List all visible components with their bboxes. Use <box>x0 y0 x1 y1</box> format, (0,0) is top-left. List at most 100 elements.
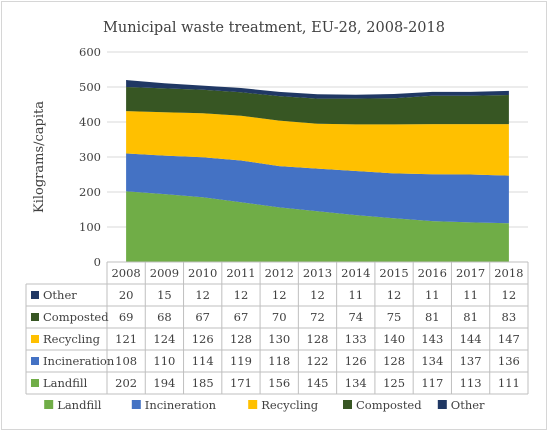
x-tick-label: 2018 <box>494 266 523 280</box>
data-label: 171 <box>230 376 252 390</box>
data-label: 122 <box>307 354 329 368</box>
data-label: 72 <box>310 310 325 324</box>
legend-key <box>44 400 54 409</box>
data-label: 128 <box>230 332 252 346</box>
y-tick-label: 200 <box>79 185 101 199</box>
data-label: 67 <box>234 310 249 324</box>
legend-label: Recycling <box>261 398 319 412</box>
data-label: 126 <box>345 354 367 368</box>
area-incineration <box>126 153 509 224</box>
data-label: 74 <box>348 310 363 324</box>
table-legend-key <box>31 291 39 299</box>
area-other <box>126 80 509 99</box>
table-row-label: Recycling <box>43 332 101 346</box>
x-tick-label: 2010 <box>188 266 217 280</box>
legend-label: Other <box>451 398 485 412</box>
data-label: 111 <box>498 376 520 390</box>
table-legend-key <box>31 335 39 343</box>
data-label: 140 <box>383 332 405 346</box>
data-label: 144 <box>460 332 482 346</box>
data-label: 114 <box>192 354 214 368</box>
x-tick-label: 2012 <box>265 266 294 280</box>
data-label: 145 <box>307 376 329 390</box>
data-label: 12 <box>310 288 325 302</box>
legend-label: Landfill <box>57 398 102 412</box>
data-label: 194 <box>153 376 175 390</box>
x-tick-label: 2016 <box>418 266 447 280</box>
data-label: 11 <box>463 288 478 302</box>
y-axis-title: Kilograms/capita <box>32 101 47 213</box>
legend-key <box>343 400 352 409</box>
data-label: 137 <box>460 354 482 368</box>
area-composted <box>126 87 509 125</box>
table-row-label: Landfill <box>43 376 88 390</box>
legend-label: Composted <box>356 398 422 412</box>
data-label: 128 <box>307 332 329 346</box>
data-label: 75 <box>387 310 402 324</box>
data-label: 68 <box>157 310 172 324</box>
data-label: 15 <box>157 288 172 302</box>
data-label: 117 <box>421 376 443 390</box>
x-tick-label: 2015 <box>379 266 408 280</box>
data-label: 156 <box>268 376 290 390</box>
data-label: 134 <box>421 354 443 368</box>
legend-key <box>437 400 447 409</box>
data-label: 12 <box>234 288 249 302</box>
x-tick-label: 2017 <box>456 266 485 280</box>
data-label: 108 <box>115 354 137 368</box>
y-tick-label: 300 <box>79 150 101 164</box>
data-label: 81 <box>425 310 440 324</box>
data-label: 11 <box>425 288 440 302</box>
data-label: 126 <box>192 332 214 346</box>
data-label: 69 <box>119 310 134 324</box>
data-label: 20 <box>119 288 134 302</box>
data-label: 118 <box>268 354 290 368</box>
data-label: 143 <box>421 332 443 346</box>
data-label: 12 <box>502 288 517 302</box>
data-label: 124 <box>153 332 175 346</box>
table-legend-key <box>31 357 39 365</box>
data-label: 130 <box>268 332 290 346</box>
x-tick-label: 2013 <box>303 266 332 280</box>
data-label: 185 <box>192 376 214 390</box>
data-label: 81 <box>463 310 478 324</box>
y-tick-label: 0 <box>94 255 101 269</box>
data-label: 125 <box>383 376 405 390</box>
data-label: 147 <box>498 332 520 346</box>
y-tick-label: 400 <box>79 115 101 129</box>
y-tick-label: 600 <box>79 45 101 59</box>
area-recycling <box>126 111 509 176</box>
data-label: 136 <box>498 354 520 368</box>
x-tick-label: 2008 <box>111 266 140 280</box>
data-label: 134 <box>345 376 367 390</box>
data-label: 110 <box>153 354 175 368</box>
area-landfill <box>126 191 509 262</box>
x-tick-label: 2009 <box>150 266 179 280</box>
data-label: 121 <box>115 332 137 346</box>
x-tick-label: 2011 <box>226 266 255 280</box>
table-row-label: Composted <box>43 310 109 324</box>
data-label: 202 <box>115 376 137 390</box>
y-tick-label: 100 <box>79 220 101 234</box>
data-label: 113 <box>460 376 482 390</box>
table-legend-key <box>31 379 39 387</box>
table-legend-key <box>31 313 39 321</box>
x-tick-label: 2014 <box>341 266 370 280</box>
y-tick-label: 500 <box>79 80 101 94</box>
legend-key <box>248 400 258 409</box>
data-label: 83 <box>502 310 517 324</box>
data-label: 128 <box>383 354 405 368</box>
data-label: 12 <box>195 288 210 302</box>
table-row-label: Incineration <box>43 354 115 368</box>
chart-title: Municipal waste treatment, EU-28, 2008-2… <box>103 20 445 36</box>
data-label: 67 <box>195 310 210 324</box>
data-label: 119 <box>230 354 252 368</box>
data-label: 12 <box>387 288 402 302</box>
data-label: 12 <box>272 288 287 302</box>
data-label: 70 <box>272 310 287 324</box>
legend-key <box>131 400 141 409</box>
table-row-label: Other <box>43 288 77 302</box>
legend-label: Incineration <box>145 398 217 412</box>
